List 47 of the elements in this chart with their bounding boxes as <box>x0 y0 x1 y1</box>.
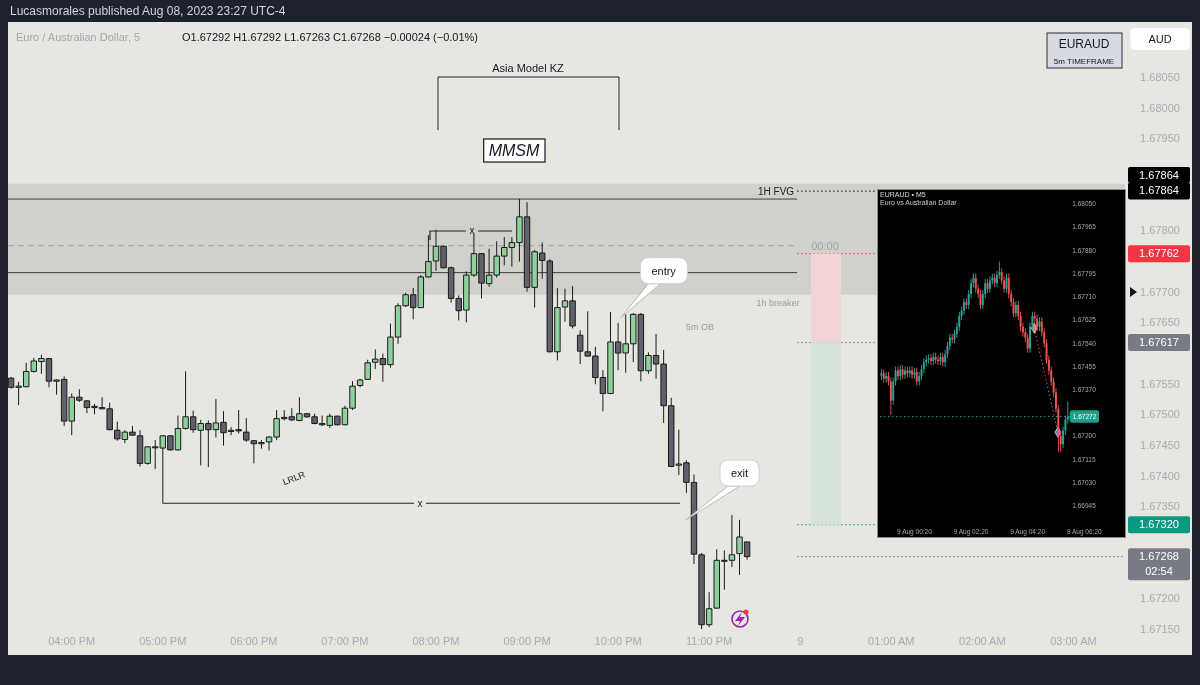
x-tick-label: 01:00 AM <box>868 635 915 647</box>
annotation: 1h breaker <box>756 298 800 308</box>
y-tick-label: 1.67150 <box>1140 622 1180 635</box>
annotation: MMSM <box>488 142 540 159</box>
text: EURAUD <box>1058 37 1110 51</box>
text: AUD <box>1148 33 1172 45</box>
y-tick-label: 1.67650 <box>1140 316 1180 329</box>
ref-line-label: 1.67762 <box>1139 246 1179 259</box>
ref-line-label: 1.67617 <box>1139 335 1179 348</box>
y-tick-label: 1.67550 <box>1140 377 1180 390</box>
x-tick-label: 09:00 PM <box>503 635 551 647</box>
y-tick-label: 1.67200 <box>1140 592 1180 605</box>
ref-line-label: 1.67268 02:54 <box>1139 549 1179 577</box>
ref-line-label: 1.67864 <box>1139 184 1179 197</box>
x-tick-label: 11:00 PM <box>686 635 733 647</box>
annotation: 5m OB <box>685 322 715 332</box>
annotation: x <box>417 497 423 509</box>
y-tick-label: 1.68000 <box>1140 101 1180 114</box>
x-tick-label: 08:00 PM <box>412 635 460 647</box>
annotation: x <box>469 225 475 236</box>
y-tick-label: 1.67500 <box>1140 408 1180 421</box>
y-tick-label: 1.68050 <box>1140 70 1180 83</box>
y-tick-label: 1.67350 <box>1140 500 1180 513</box>
y-tick-label: 1.67700 <box>1140 285 1180 298</box>
x-tick-label: 02:00 AM <box>959 635 1006 647</box>
y-tick-label: 1.67450 <box>1140 438 1180 451</box>
annotation: entry <box>651 264 677 277</box>
y-tick-label: 1.67800 <box>1140 224 1180 237</box>
text: O1.67292 H1.67292 L1.67263 C1.67268 −0.00024 (−0.01%) <box>182 31 479 43</box>
annotation: exit <box>730 467 749 480</box>
y-tick-label: 1.67400 <box>1140 469 1180 482</box>
ref-line-label: 1.67320 <box>1139 517 1179 530</box>
x-tick-label: 10:00 PM <box>594 635 642 647</box>
x-tick-label: 07:00 PM <box>321 635 369 647</box>
band-label: 1H FVG <box>757 185 795 197</box>
annotation: LRLR <box>281 469 307 488</box>
chart-title: Lucasmorales published Aug 08, 2023 23:27 UTC-4 <box>10 4 286 18</box>
x-tick-label: 05:00 PM <box>139 635 187 647</box>
x-tick-label: 9 <box>797 635 804 647</box>
x-tick-label: 04:00 PM <box>48 635 96 647</box>
y-tick-label: 1.67950 <box>1140 132 1180 145</box>
text: 5m TIMEFRAME <box>1053 57 1115 66</box>
text: 1.67864 <box>1139 169 1179 181</box>
text: Asia Model KZ <box>492 62 565 74</box>
x-tick-label: 06:00 PM <box>230 635 278 647</box>
x-tick-label: 03:00 AM <box>1050 635 1097 647</box>
chart-subtitle: Euro / Australian Dollar, 5 <box>16 31 141 43</box>
